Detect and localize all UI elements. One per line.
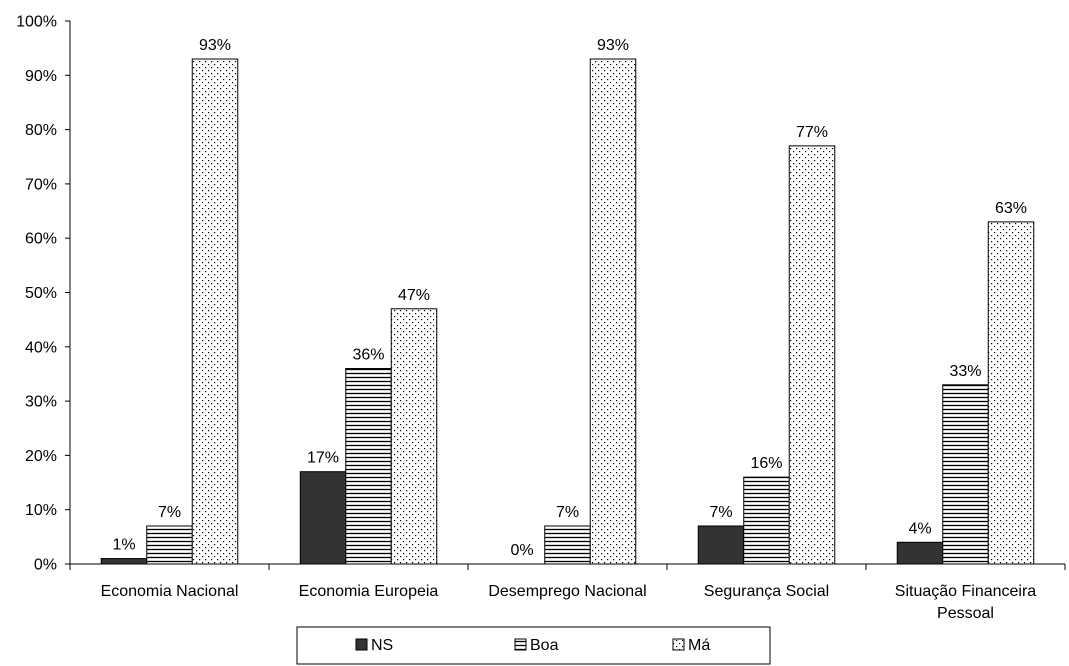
bar: [100, 558, 148, 565]
legend: NS Boa Má: [296, 626, 771, 665]
data-label: 93%: [199, 37, 231, 54]
bar: [544, 525, 591, 565]
legend-box: [296, 626, 771, 665]
data-label: 93%: [597, 37, 629, 54]
y-tick-label: 40%: [25, 339, 57, 356]
y-tick-label: 0%: [34, 557, 57, 574]
y-tick-label: 60%: [25, 231, 57, 248]
x-category-label: Economia Nacional: [101, 583, 239, 600]
y-tick-label: 20%: [25, 448, 57, 465]
legend-label: Má: [688, 637, 710, 654]
bar: [299, 471, 347, 565]
data-label: 33%: [949, 363, 981, 380]
bar: [896, 541, 944, 565]
bar: [191, 58, 239, 565]
x-category-label: Economia Europeia: [299, 583, 439, 600]
data-label: 47%: [398, 287, 430, 304]
data-label: 17%: [307, 450, 339, 467]
y-tick-label: 90%: [25, 68, 57, 85]
legend-swatch: [355, 638, 368, 651]
data-label: 1%: [112, 537, 135, 554]
bar: [942, 384, 989, 565]
data-labels: 1% 7% 93% 17% 36% 47% 0% 7% 93% 7% 16% 77% 4% 33% 63%: [112, 37, 1027, 559]
y-tick-label: 30%: [25, 394, 57, 411]
y-tick-label: 70%: [25, 176, 57, 193]
data-label: 0%: [510, 542, 533, 559]
bar: [788, 145, 836, 565]
legend-swatch: [514, 638, 527, 651]
data-label: 7%: [556, 504, 579, 521]
data-label: 36%: [352, 347, 384, 364]
bars: [100, 58, 1035, 565]
axes: 0% 10% 20% 30% 40% 50% 60% 70% 80% 90% 100% Economi…: [16, 14, 1066, 622]
x-category-label: Pessoal: [937, 605, 994, 622]
bar: [589, 58, 637, 565]
bar: [987, 221, 1035, 565]
x-category-label: Desemprego Nacional: [488, 583, 646, 600]
x-category-label: Segurança Social: [704, 583, 829, 600]
y-tick-label: 10%: [25, 502, 57, 519]
x-category-label: Situação Financeira: [895, 583, 1037, 600]
y-tick-label: 50%: [25, 285, 57, 302]
legend-swatch: [672, 638, 685, 651]
data-label: 63%: [995, 200, 1027, 217]
bar: [390, 308, 438, 565]
y-tick-label: 80%: [25, 122, 57, 139]
data-label: 7%: [158, 504, 181, 521]
data-label: 77%: [796, 124, 828, 141]
data-label: 7%: [709, 504, 732, 521]
data-label: 4%: [908, 520, 931, 537]
bar: [345, 368, 392, 565]
data-label: 16%: [750, 455, 782, 472]
bar: [697, 525, 745, 565]
legend-label: NS: [371, 637, 393, 654]
bar: [743, 476, 790, 565]
bar: [146, 525, 193, 565]
legend-label: Boa: [530, 637, 559, 654]
y-tick-label: 100%: [16, 14, 57, 31]
